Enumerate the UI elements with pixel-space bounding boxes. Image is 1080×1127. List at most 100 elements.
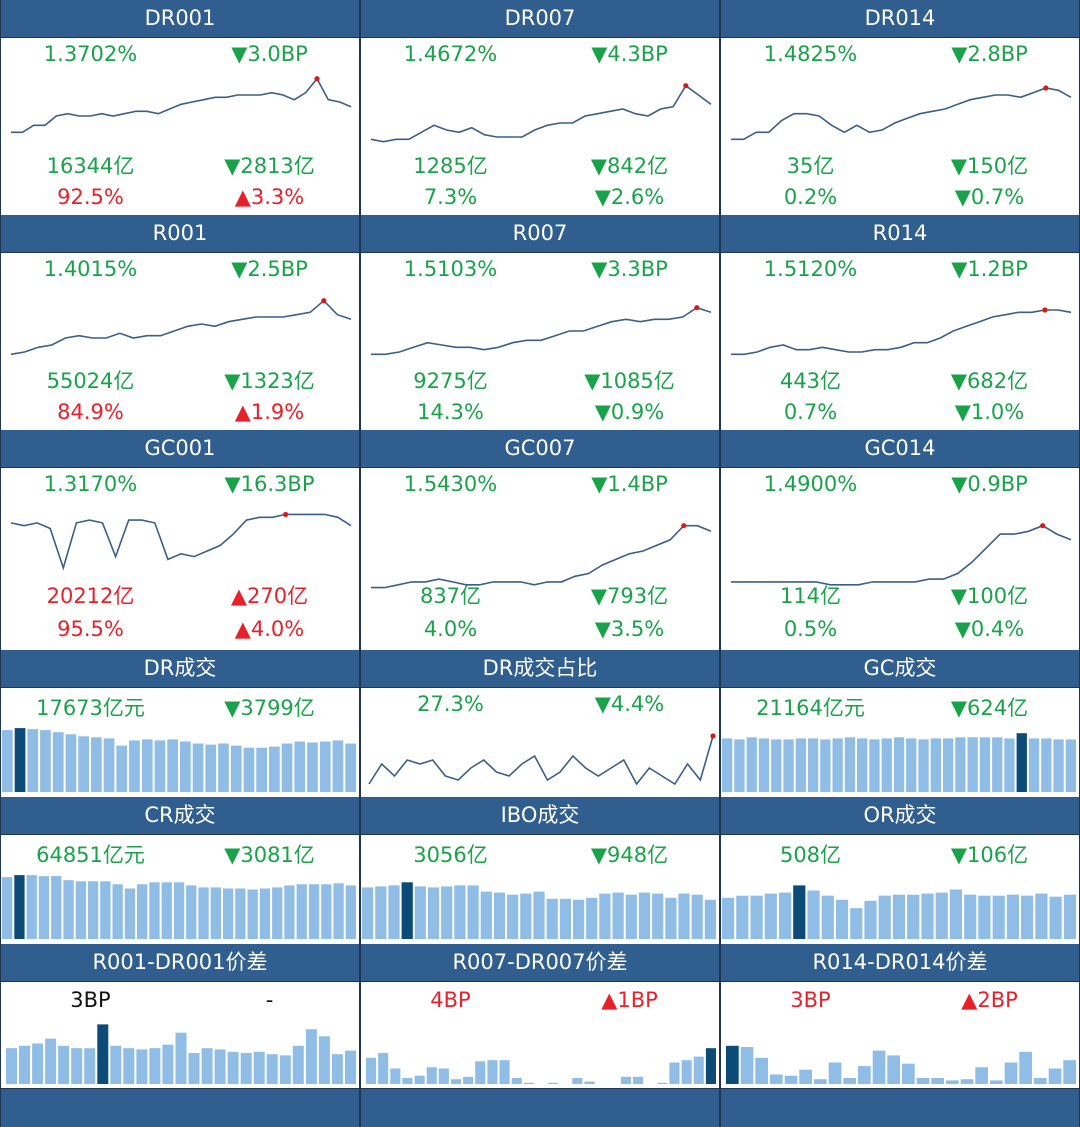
bar (835, 899, 849, 939)
bar (726, 1045, 739, 1084)
bar (1065, 739, 1076, 792)
share-value: 95.5% (57, 617, 124, 641)
volume-value: 114亿 (779, 584, 842, 608)
value-row: 114亿 ▼100亿 (721, 580, 1079, 610)
volume-value: 1285亿 (413, 154, 488, 178)
rate-change: ▼1.2BP (951, 257, 1028, 281)
bar (321, 884, 332, 939)
bar (438, 1068, 449, 1084)
bar (620, 1076, 631, 1084)
dashboard-panel: GC007 1.5430% ▼1.4BP 837亿 ▼793亿 4.0% ▼3.5% (360, 430, 720, 650)
bar (103, 738, 115, 792)
bar (548, 1082, 559, 1084)
bar (844, 737, 856, 792)
bar (1053, 739, 1064, 792)
volume-value: 837亿 (419, 584, 482, 608)
dashboard-panel: R007-DR007价差 4BP ▲1BP (360, 944, 720, 1127)
bar (1004, 738, 1015, 792)
bar (141, 739, 153, 792)
value-row: 7.3% ▼2.6% (361, 185, 719, 215)
share-change: ▼1.0% (954, 400, 1025, 424)
panel-title: R014-DR014价差 (721, 944, 1079, 982)
bar (284, 885, 295, 939)
bar (722, 897, 735, 939)
bar (235, 888, 246, 939)
value-row: 1.5430% ▼1.4BP (361, 472, 719, 502)
volume-total: 27.3% (417, 692, 484, 716)
spread-value: 3BP (790, 988, 831, 1012)
bar (691, 894, 703, 939)
dashboard-panel: R014 1.5120% ▼1.2BP 443亿 ▼682亿 0.7% ▼1.0% (720, 215, 1080, 430)
bar (1004, 1062, 1018, 1084)
peak-marker (710, 733, 716, 739)
bar (154, 740, 166, 792)
bar (32, 1043, 44, 1084)
bar (402, 1078, 413, 1084)
sparkline-path (371, 524, 712, 589)
bar (1048, 1068, 1062, 1084)
bar (210, 887, 221, 939)
bar (907, 894, 920, 939)
bar (586, 897, 598, 939)
bar (253, 1051, 265, 1084)
bar (307, 742, 318, 792)
bar (426, 1067, 437, 1084)
bar (175, 1032, 187, 1084)
panel-title: DR成交占比 (361, 650, 719, 688)
bar (979, 737, 991, 792)
bar (58, 1045, 70, 1084)
value-row: 4.0% ▼3.5% (361, 617, 719, 647)
spread-change: - (265, 988, 274, 1012)
sparkline-path (731, 524, 1072, 586)
bar (843, 1078, 856, 1084)
bar (451, 1079, 462, 1084)
volume-value: 55024亿 (46, 369, 135, 393)
value-row: 1.4900% ▼0.9BP (721, 472, 1079, 502)
bar-chart (722, 885, 1076, 939)
volume-value: 9275亿 (413, 369, 488, 393)
bar (821, 895, 834, 939)
bar (318, 1036, 330, 1084)
volume-total: 17673亿元 (36, 696, 145, 720)
value-row: 3056亿 ▼948亿 (361, 839, 719, 869)
bar (857, 738, 868, 792)
bar (869, 739, 880, 792)
volume-value: 443亿 (779, 369, 842, 393)
dashboard-panel: DR007 1.4672% ▼4.3BP 1285亿 ▼842亿 7.3% ▼2.6% (360, 0, 720, 215)
bar (256, 747, 267, 792)
bar (881, 738, 892, 792)
bar (100, 881, 111, 939)
volume-value: 35亿 (786, 154, 835, 178)
volume-change: ▼106亿 (950, 843, 1029, 867)
bar (770, 1074, 783, 1084)
dashboard-panel: R001-DR001价差 3BP - (0, 944, 360, 1127)
rate-change: ▼2.8BP (951, 42, 1028, 66)
share-change: ▼0.4% (954, 617, 1025, 641)
bar (266, 1054, 278, 1084)
volume-change: ▼624亿 (950, 696, 1029, 720)
bar (1063, 1060, 1076, 1084)
value-row: 3BP ▲2BP (721, 988, 1079, 1018)
share-change: ▼0.9% (594, 400, 665, 424)
dashboard-panel: CR成交 64851亿元 ▼3081亿 (0, 797, 360, 944)
volume-change: ▼4.4% (594, 692, 665, 716)
bar (771, 739, 782, 792)
bar (390, 1068, 401, 1084)
bar (243, 747, 255, 792)
bar (795, 738, 806, 792)
volume-total: 64851亿元 (36, 843, 145, 867)
panel-title: GC007 (361, 430, 719, 468)
bar (681, 1060, 692, 1084)
bar (992, 895, 1005, 939)
bar (65, 734, 77, 792)
value-row: 0.5% ▼0.4% (721, 617, 1079, 647)
bar (454, 885, 466, 939)
bar (657, 1082, 668, 1084)
bar (345, 743, 356, 792)
share-change: ▼0.7% (954, 185, 1025, 209)
dashboard-panel: R001 1.4015% ▼2.5BP 55024亿 ▼1323亿 84.9% ▲1.9% (0, 215, 360, 430)
bar (746, 737, 757, 792)
bar (493, 892, 506, 939)
bar-chart (722, 733, 1076, 792)
dashboard-panel: GC001 1.3170% ▼16.3BP 20212亿 ▲270亿 95.5% ▲4.0% (0, 430, 360, 650)
